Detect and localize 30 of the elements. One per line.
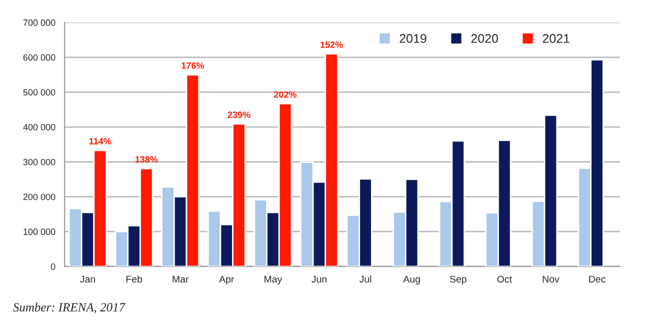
y-tick-label: 0 bbox=[50, 263, 56, 270]
y-tick-label: 300 000 bbox=[23, 158, 56, 166]
annotation: 152% bbox=[320, 41, 343, 48]
y-tick-label: 400 000 bbox=[23, 124, 56, 130]
x-tick-label: Oct bbox=[497, 276, 512, 283]
x-tick-label: Dec bbox=[589, 276, 606, 283]
x-tick-label: Mar bbox=[172, 276, 189, 283]
x-tick-label: Sep bbox=[450, 276, 466, 285]
x-tick-label: Nov bbox=[542, 276, 560, 283]
annotation: 176% bbox=[182, 62, 204, 69]
annotation: 138% bbox=[135, 156, 158, 163]
x-tick-label: Feb bbox=[126, 275, 142, 283]
legend-label: 2020 bbox=[471, 34, 498, 43]
y-tick-label: 100 000 bbox=[24, 228, 56, 235]
x-tick-label: May bbox=[264, 276, 282, 285]
x-tick-label: Aug bbox=[403, 276, 420, 285]
y-tick-label: 600 000 bbox=[23, 54, 56, 61]
text: Sumber: IRENA, 2017 bbox=[13, 302, 126, 314]
y-tick-label: 200 000 bbox=[23, 194, 56, 200]
x-tick-label: Jun bbox=[312, 276, 326, 283]
x-tick-label: Jan bbox=[80, 276, 95, 283]
annotation: 114% bbox=[89, 138, 112, 144]
y-tick-label: 500 000 bbox=[23, 89, 56, 96]
y-tick-label: 700 000 bbox=[23, 19, 56, 26]
legend-label: 2019 bbox=[400, 34, 426, 43]
x-tick-label: Jul bbox=[359, 275, 372, 283]
legend-label: 2021 bbox=[542, 34, 570, 43]
annotation: 202% bbox=[274, 91, 297, 98]
annotation: 239% bbox=[228, 112, 250, 118]
x-tick-label: Apr bbox=[219, 276, 234, 285]
